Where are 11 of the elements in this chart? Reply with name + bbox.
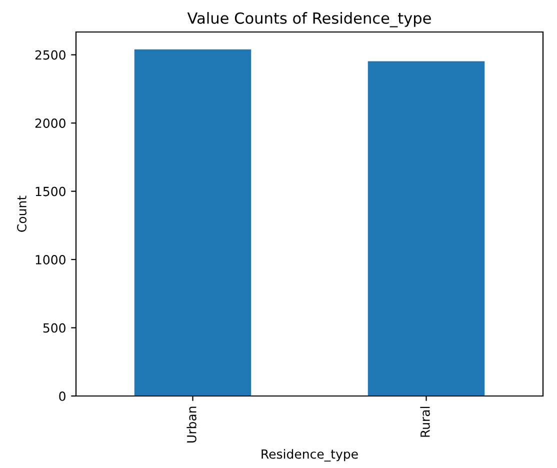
x-tick-label: Rural — [420, 406, 430, 437]
y-tick-label: 2500 — [35, 50, 66, 60]
y-tick-label: 2000 — [35, 118, 66, 128]
y-tick-label: 0 — [59, 391, 66, 401]
y-tick-label: 1500 — [36, 186, 66, 196]
x-tick-label: Urban — [186, 406, 196, 442]
chart-title: Value Counts of Residence_type — [187, 12, 431, 28]
y-tick-label: 500 — [43, 323, 66, 333]
y-tick-label: 1000 — [36, 254, 66, 264]
y-axis-title: Count — [17, 196, 26, 232]
x-axis-title: Residence_type — [262, 449, 358, 462]
